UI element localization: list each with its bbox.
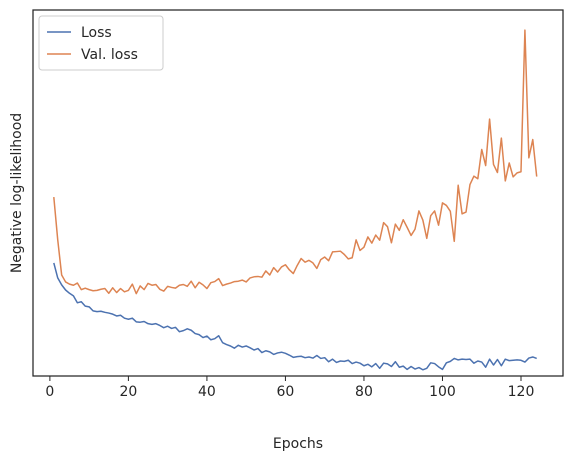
legend-label: Loss bbox=[81, 25, 112, 41]
line-series bbox=[53, 29, 538, 295]
x-axis-label: Epochs bbox=[273, 436, 323, 452]
legend-box bbox=[38, 15, 164, 71]
x-tick-label: 40 bbox=[198, 384, 216, 400]
x-tick-label: 0 bbox=[45, 384, 54, 400]
x-tick-label: 80 bbox=[355, 384, 373, 400]
y-axis-label: Negative log-likelihood bbox=[9, 113, 25, 273]
x-tick-label: 60 bbox=[277, 384, 295, 400]
line-series bbox=[53, 262, 537, 371]
plot-frame bbox=[32, 9, 564, 377]
x-tick-label: 20 bbox=[119, 384, 137, 400]
x-tick-label: 120 bbox=[508, 384, 535, 400]
x-tick-label: 100 bbox=[429, 384, 456, 400]
legend-label: Val. loss bbox=[81, 47, 138, 63]
